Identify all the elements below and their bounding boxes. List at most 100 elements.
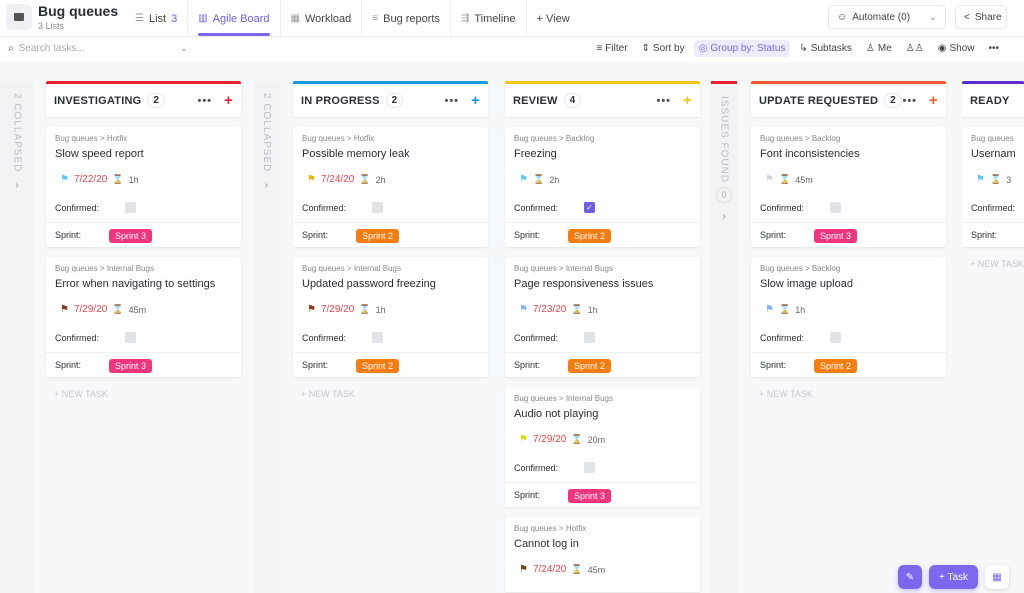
tab-view[interactable]: + View (525, 0, 580, 37)
task-title[interactable]: Slow speed report (55, 148, 144, 160)
task-card[interactable]: Bug queues > Backlog Freezing ⚑ ⌛ 2h Confirme… (505, 127, 700, 247)
assignees-button[interactable]: ♙♙ (901, 40, 929, 57)
sprint-badge[interactable]: Sprint 3 (109, 359, 153, 373)
confirmed-checkbox[interactable] (584, 332, 595, 343)
sprint-badge[interactable]: Sprint 2 (814, 359, 858, 373)
task-breadcrumb[interactable]: Bug queues > Internal Bugs (514, 264, 613, 273)
task-card[interactable]: Bug queues > Internal Bugs Audio not play… (505, 387, 700, 507)
new-task-button[interactable]: + NEW TASK (759, 389, 813, 399)
priority-flag-icon[interactable]: ⚑ (976, 174, 985, 185)
task-card[interactable]: Bug queues > Internal Bugs Error when nav… (46, 257, 241, 377)
confirmed-checkbox[interactable] (830, 332, 841, 343)
confirmed-checkbox[interactable] (372, 202, 383, 213)
priority-flag-icon[interactable]: ⚑ (519, 434, 528, 445)
task-breadcrumb[interactable]: Bug queues > Backlog (760, 134, 841, 143)
more-options-icon[interactable]: ••• (197, 94, 213, 107)
collapsed-group-mid[interactable]: 2 COLLAPSED › (253, 81, 280, 593)
search-input[interactable]: ⌕ Search tasks... ⌄ (8, 43, 188, 54)
task-title[interactable]: Updated password freezing (302, 278, 436, 290)
apps-button[interactable]: ▦ (985, 565, 1009, 589)
time-estimate[interactable]: 3 (1006, 174, 1012, 185)
subtasks-button[interactable]: ↳ Subtasks (794, 40, 857, 57)
task-breadcrumb[interactable]: Bug queues > Internal Bugs (55, 264, 154, 273)
confirmed-checkbox[interactable] (584, 462, 595, 473)
more-options-icon[interactable]: ••• (656, 94, 672, 107)
sprint-badge[interactable]: Sprint 3 (568, 489, 612, 503)
task-title[interactable]: Font inconsistencies (760, 148, 860, 160)
task-title[interactable]: Cannot log in (514, 538, 579, 550)
more-options-icon[interactable]: ••• (444, 94, 460, 107)
due-date[interactable]: 7/22/20 (73, 174, 108, 185)
filter-button[interactable]: ≡ Filter (591, 40, 632, 57)
time-estimate[interactable]: 20m (587, 434, 606, 445)
add-task-icon[interactable]: + (929, 92, 938, 109)
priority-flag-icon[interactable]: ⚑ (519, 174, 528, 185)
task-card[interactable]: Bug queues > Hotfix Slow speed report ⚑ 7/2… (46, 127, 241, 247)
tab-bug-reports[interactable]: ≡ Bug reports (361, 0, 450, 37)
priority-flag-icon[interactable]: ⚑ (307, 304, 316, 315)
show-button[interactable]: ◉ Show (933, 40, 980, 57)
task-card[interactable]: Bug queues > Backlog Slow image upload ⚑ ⌛ 1… (751, 257, 946, 377)
due-date[interactable]: 7/24/20 (532, 564, 567, 575)
sprint-badge[interactable]: Sprint 2 (568, 229, 612, 243)
add-task-button[interactable]: + Task (929, 565, 978, 589)
chevron-right-icon[interactable]: › (722, 211, 726, 223)
task-card[interactable]: Bug queues > Hotfix Possible memory leak ⚑… (293, 127, 488, 247)
sprint-badge[interactable]: Sprint 3 (814, 229, 858, 243)
chevron-down-icon[interactable]: ⌄ (179, 43, 189, 54)
sprint-badge[interactable]: Sprint 3 (109, 229, 153, 243)
chevron-right-icon[interactable]: › (15, 180, 19, 192)
task-title[interactable]: Slow image upload (760, 278, 853, 290)
task-title[interactable]: Error when navigating to settings (55, 278, 216, 290)
more-options-button[interactable]: ••• (988, 43, 999, 54)
due-date[interactable]: 7/29/20 (532, 434, 567, 445)
task-breadcrumb[interactable]: Bug queues > Hotfix (55, 134, 128, 143)
collapsed-group-issues-found[interactable]: ISSUES FOUND 0 › (711, 81, 737, 593)
me-button[interactable]: ♙ Me (861, 40, 897, 57)
task-breadcrumb[interactable]: Bug queues > Hotfix (514, 524, 587, 533)
time-estimate[interactable]: 45m (587, 564, 606, 575)
confirmed-checkbox[interactable]: ✓ (584, 202, 595, 213)
chevron-down-icon[interactable]: ⌄ (928, 11, 937, 23)
group-by-button[interactable]: ◎ Group by: Status (693, 40, 791, 57)
tab-agile-board[interactable]: ▥ Agile Board (187, 0, 279, 37)
priority-flag-icon[interactable]: ⚑ (60, 304, 69, 315)
share-button[interactable]: < Share (955, 5, 1007, 29)
task-title[interactable]: Usernam (971, 148, 1016, 160)
time-estimate[interactable]: 1h (128, 174, 139, 185)
sort-button[interactable]: ⇕ Sort by (637, 40, 690, 57)
folder-icon[interactable] (6, 4, 32, 30)
priority-flag-icon[interactable]: ⚑ (60, 174, 69, 185)
add-task-icon[interactable]: + (471, 92, 480, 109)
task-card[interactable]: Bug queues > Backlog Font inconsistencies… (751, 127, 946, 247)
task-breadcrumb[interactable]: Bug queues (971, 134, 1014, 143)
tab-timeline[interactable]: ⇶ Timeline (449, 0, 526, 37)
priority-flag-icon[interactable]: ⚑ (519, 304, 528, 315)
task-breadcrumb[interactable]: Bug queues > Internal Bugs (514, 394, 613, 403)
task-card[interactable]: Bug queues Usernam ⚑ ⌛ 3 Confirmed: Sprint: (962, 127, 1024, 247)
task-breadcrumb[interactable]: Bug queues > Internal Bugs (302, 264, 401, 273)
due-date[interactable]: 7/23/20 (532, 304, 567, 315)
time-estimate[interactable]: 45m (795, 174, 813, 185)
task-title[interactable]: Possible memory leak (302, 148, 410, 160)
priority-flag-icon[interactable]: ⚑ (307, 174, 316, 185)
task-card[interactable]: Bug queues > Internal Bugs Page responsiv… (505, 257, 700, 377)
confirmed-checkbox[interactable] (125, 332, 136, 343)
confirmed-checkbox[interactable] (125, 202, 136, 213)
more-options-icon[interactable]: ••• (902, 94, 918, 107)
task-title[interactable]: Freezing (514, 148, 557, 160)
sprint-badge[interactable]: Sprint 2 (356, 359, 400, 373)
time-estimate[interactable]: 2h (549, 174, 560, 185)
add-task-icon[interactable]: + (224, 92, 233, 109)
time-estimate[interactable]: 2h (375, 174, 386, 185)
confirmed-checkbox[interactable] (830, 202, 841, 213)
due-date[interactable]: 7/29/20 (73, 304, 108, 315)
task-title[interactable]: Audio not playing (514, 408, 599, 420)
automate-button[interactable]: ☺ Automate (0) ⌄ (828, 5, 946, 29)
sprint-badge[interactable]: Sprint 2 (356, 229, 400, 243)
chevron-right-icon[interactable]: › (264, 180, 269, 192)
sprint-badge[interactable]: Sprint 2 (568, 359, 612, 373)
time-estimate[interactable]: 45m (128, 304, 147, 315)
new-task-button[interactable]: + NEW TASK (54, 389, 108, 399)
tab-workload[interactable]: ▦ Workload (279, 0, 362, 37)
